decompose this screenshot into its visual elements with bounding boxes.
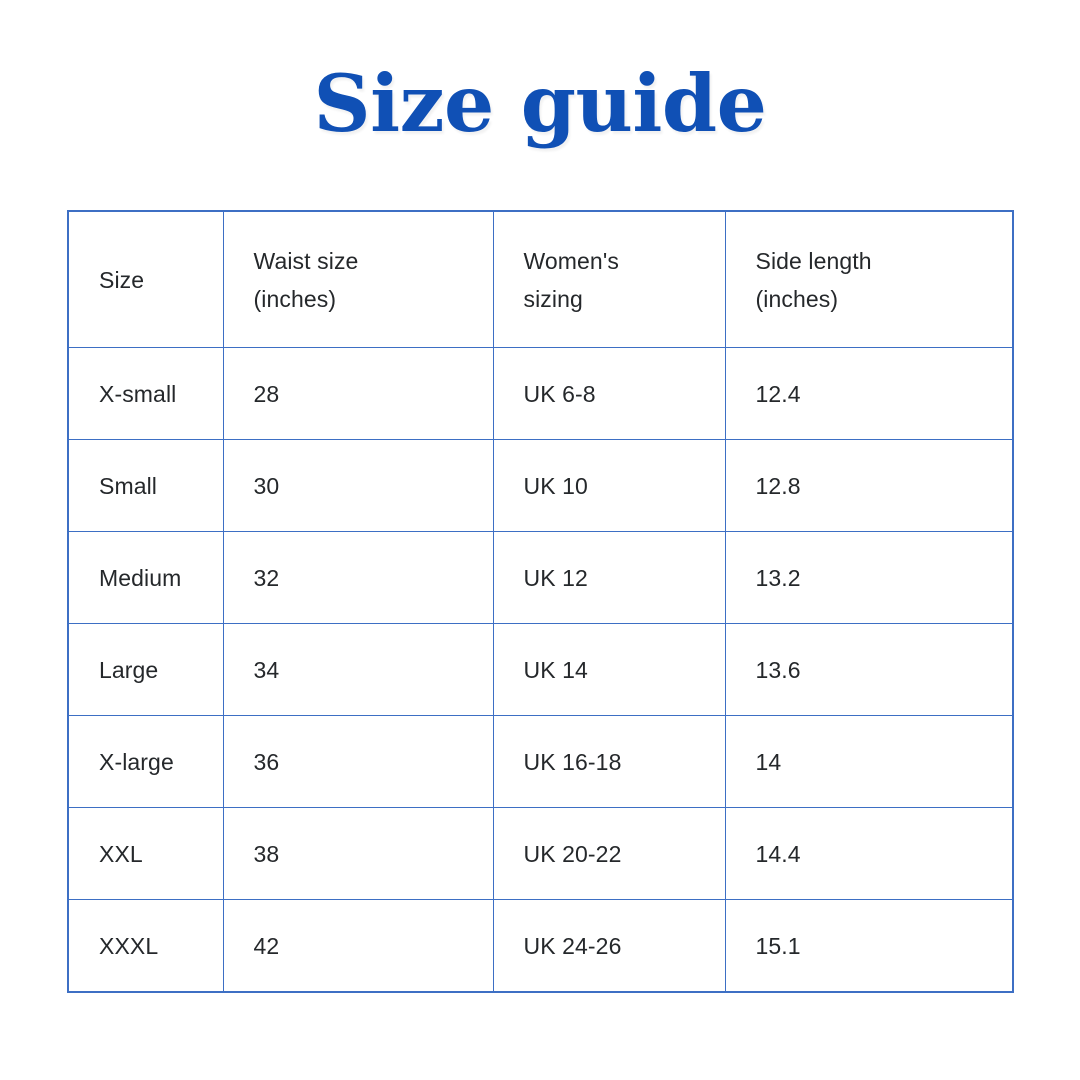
column-header-womens-sizing: Women's sizing [492, 210, 726, 348]
cell-womens-text: UK 10 [523, 472, 588, 499]
table-row: XXXL 42 UK 24-26 15.1 [67, 899, 1014, 993]
column-header-size-line1: Size [99, 266, 145, 293]
cell-size-text: Small [99, 472, 158, 499]
cell-size-text: X-small [99, 380, 177, 407]
cell-side: 14.4 [724, 807, 1014, 900]
cell-womens: UK 20-22 [492, 807, 726, 900]
cell-side-text: 12.8 [755, 472, 801, 499]
cell-side-text: 15.1 [755, 932, 801, 959]
cell-size: Small [67, 439, 224, 532]
cell-womens-text: UK 16-18 [523, 748, 622, 775]
cell-womens: UK 12 [492, 531, 726, 624]
cell-waist: 38 [222, 807, 494, 900]
cell-womens: UK 14 [492, 623, 726, 716]
cell-womens: UK 16-18 [492, 715, 726, 808]
cell-waist-text: 32 [253, 564, 280, 591]
cell-womens-text: UK 14 [523, 656, 588, 683]
cell-size: XXL [67, 807, 224, 900]
cell-size-text: Large [99, 656, 159, 683]
cell-womens-text: UK 20-22 [523, 840, 622, 867]
cell-waist: 28 [222, 347, 494, 440]
column-header-waist-size: Waist size (inches) [222, 210, 494, 348]
cell-side-text: 14 [755, 748, 782, 775]
cell-waist-text: 38 [253, 840, 280, 867]
cell-womens: UK 10 [492, 439, 726, 532]
cell-side-text: 13.6 [755, 656, 801, 683]
cell-waist: 32 [222, 531, 494, 624]
page-title: Size guide [313, 57, 767, 150]
size-guide-table: Size Waist size (inches) Women's sizing … [67, 210, 1014, 993]
table-header: Size Waist size (inches) Women's sizing … [67, 210, 1014, 348]
column-header-womens-sizing-line2: sizing [523, 285, 583, 312]
column-header-side-length: Side length (inches) [724, 210, 1014, 348]
cell-size: XXXL [67, 899, 224, 993]
cell-size: Large [67, 623, 224, 716]
table-body: X-small 28 UK 6-8 12.4 Small 30 UK 10 12… [67, 347, 1014, 993]
cell-womens: UK 24-26 [492, 899, 726, 993]
cell-waist-text: 34 [253, 656, 280, 683]
cell-side: 13.2 [724, 531, 1014, 624]
cell-womens: UK 6-8 [492, 347, 726, 440]
cell-side: 14 [724, 715, 1014, 808]
cell-size: X-small [67, 347, 224, 440]
cell-waist-text: 36 [253, 748, 280, 775]
table-row: X-large 36 UK 16-18 14 [67, 715, 1014, 808]
table-row: XXL 38 UK 20-22 14.4 [67, 807, 1014, 900]
cell-size-text: X-large [99, 748, 174, 775]
table-row: Small 30 UK 10 12.8 [67, 439, 1014, 532]
column-header-womens-sizing-line1: Women's [523, 247, 619, 274]
table-header-row: Size Waist size (inches) Women's sizing … [67, 210, 1014, 348]
column-header-size: Size [67, 210, 224, 348]
cell-side: 13.6 [724, 623, 1014, 716]
cell-size: Medium [67, 531, 224, 624]
column-header-waist-size-line1: Waist size [253, 247, 359, 274]
column-header-waist-size-line2: (inches) [253, 285, 337, 312]
cell-waist: 34 [222, 623, 494, 716]
table-row: Medium 32 UK 12 13.2 [67, 531, 1014, 624]
cell-womens-text: UK 6-8 [523, 380, 596, 407]
cell-waist-text: 28 [253, 380, 280, 407]
cell-size: X-large [67, 715, 224, 808]
size-guide-table-container: Size Waist size (inches) Women's sizing … [67, 210, 1014, 993]
cell-side: 12.4 [724, 347, 1014, 440]
cell-womens-text: UK 12 [523, 564, 588, 591]
table-row: Large 34 UK 14 13.6 [67, 623, 1014, 716]
cell-waist: 36 [222, 715, 494, 808]
cell-side-text: 12.4 [755, 380, 801, 407]
cell-side: 12.8 [724, 439, 1014, 532]
cell-side-text: 14.4 [755, 840, 801, 867]
cell-waist-text: 30 [253, 472, 280, 499]
column-header-side-length-line2: (inches) [755, 285, 839, 312]
cell-size-text: XXXL [99, 932, 159, 959]
cell-side: 15.1 [724, 899, 1014, 993]
table-row: X-small 28 UK 6-8 12.4 [67, 347, 1014, 440]
cell-waist: 30 [222, 439, 494, 532]
cell-womens-text: UK 24-26 [523, 932, 622, 959]
cell-waist-text: 42 [253, 932, 280, 959]
cell-size-text: XXL [99, 840, 143, 867]
column-header-side-length-line1: Side length [755, 247, 872, 274]
cell-waist: 42 [222, 899, 494, 993]
cell-side-text: 13.2 [755, 564, 801, 591]
cell-size-text: Medium [99, 564, 182, 591]
